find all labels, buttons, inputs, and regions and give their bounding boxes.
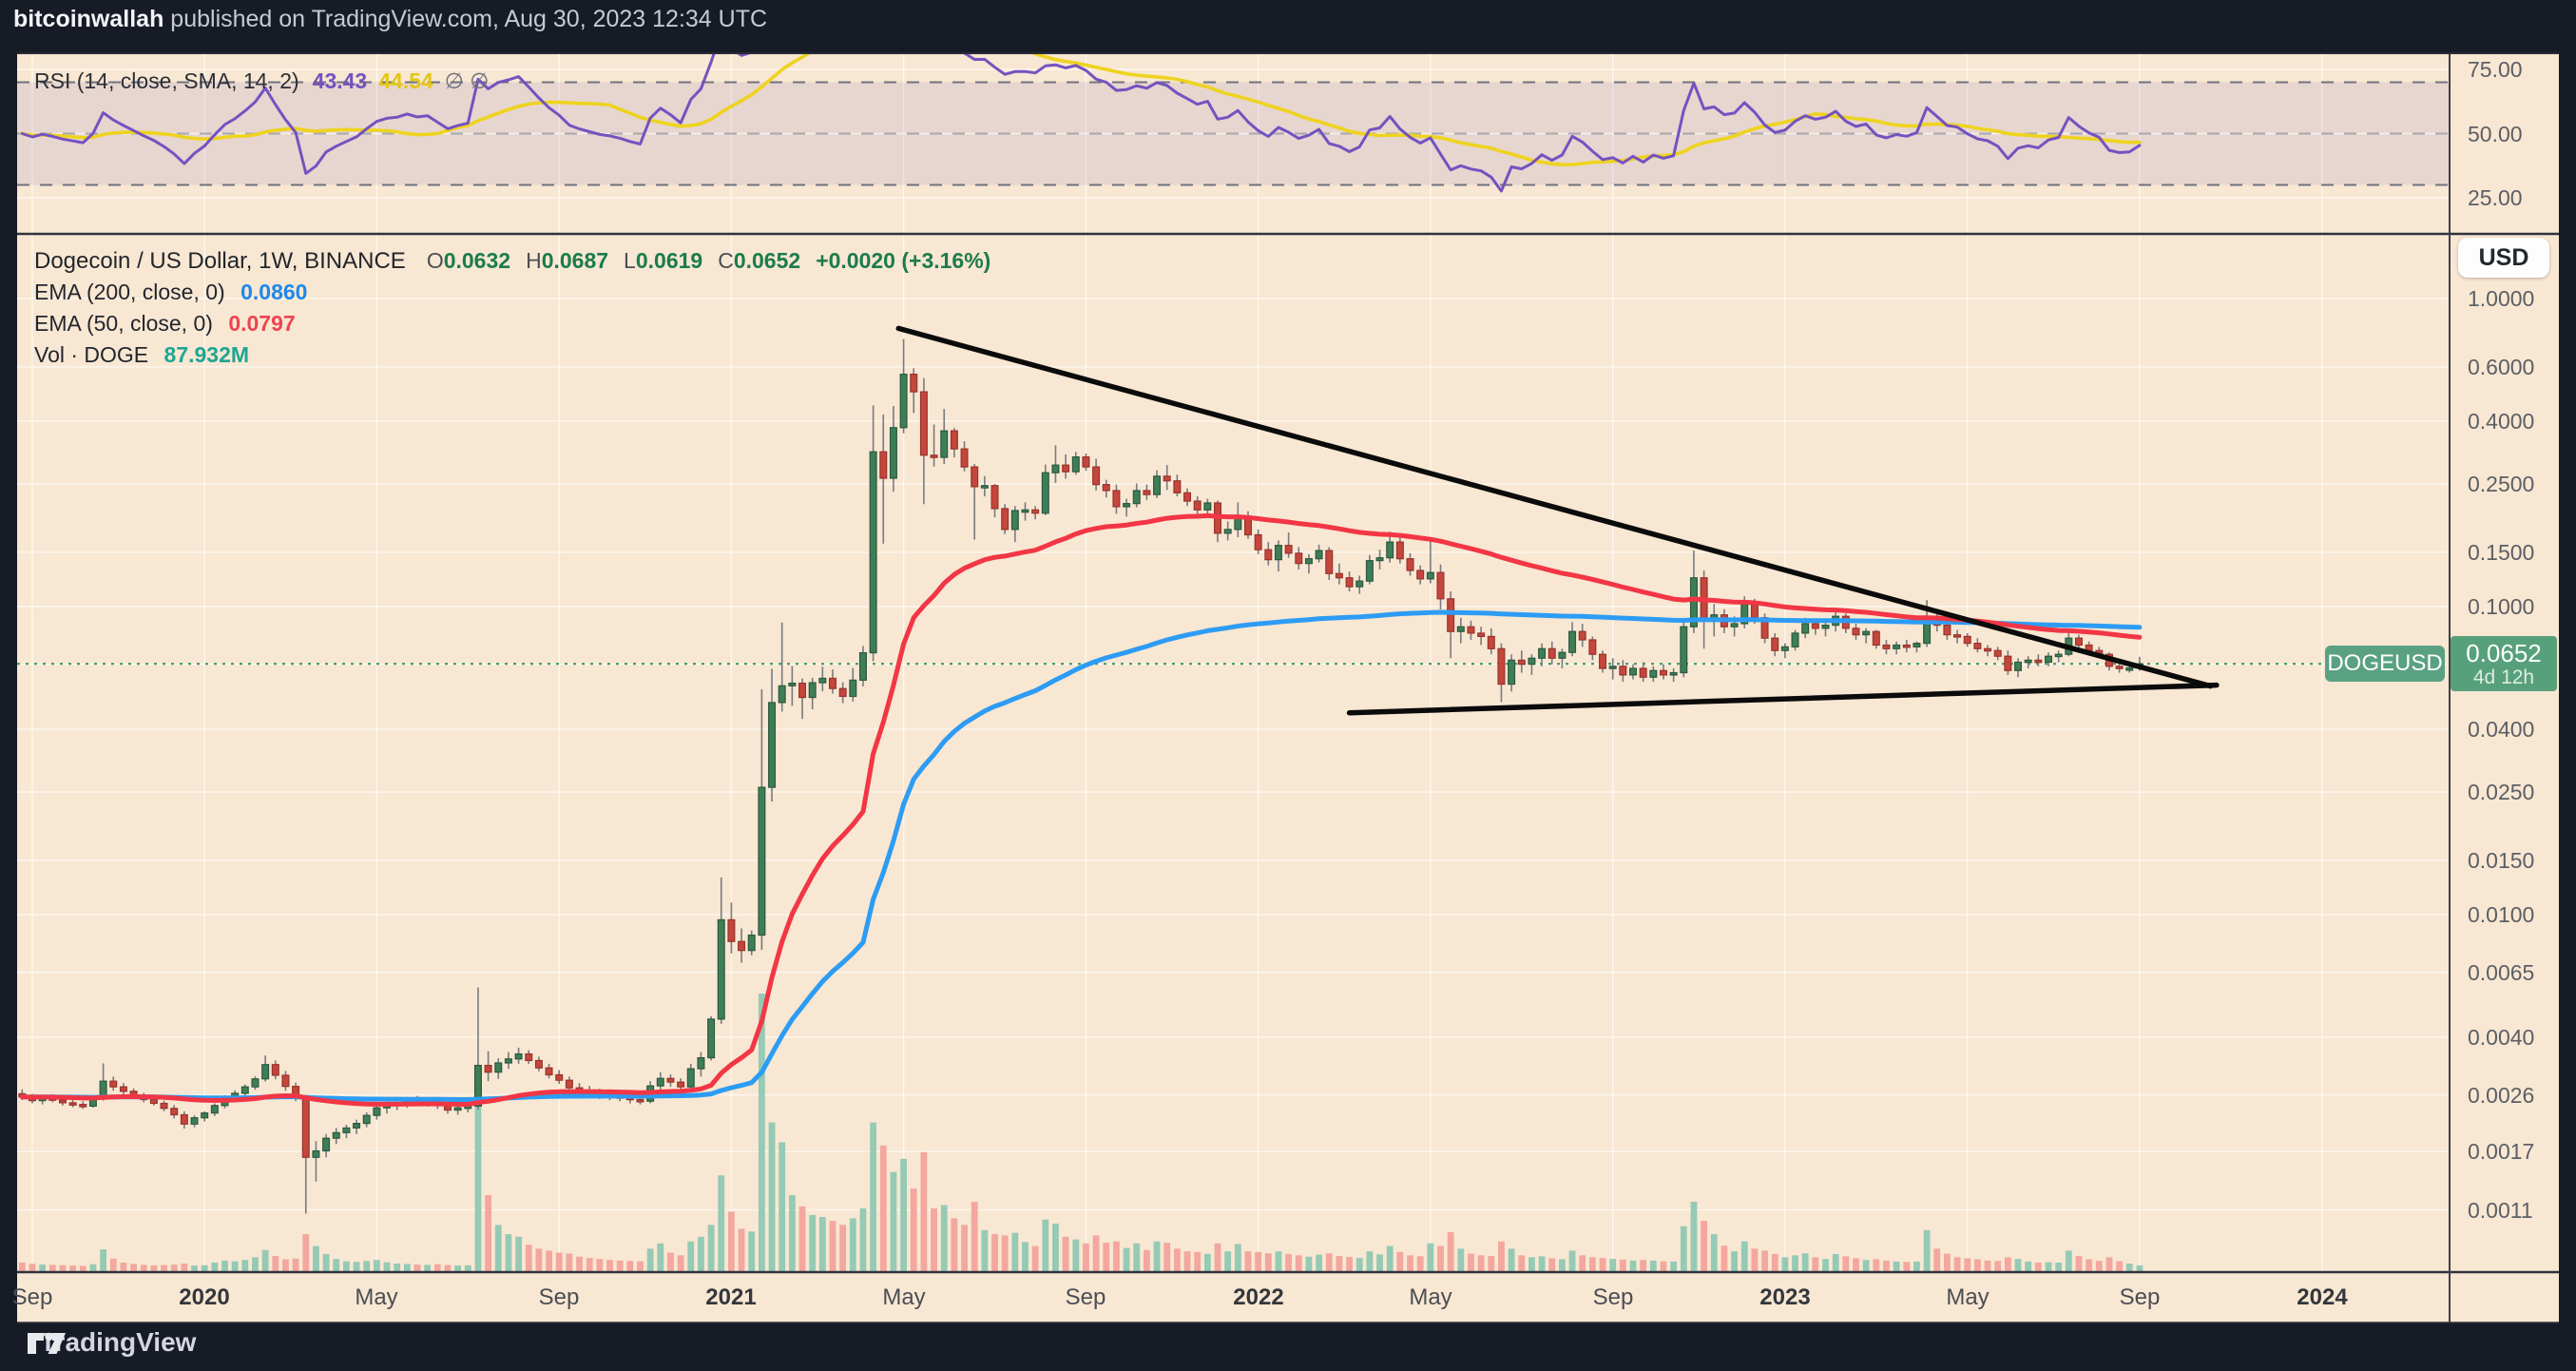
price-scale-tick: 0.0065 [2468,960,2535,985]
price-scale-tick: 0.0011 [2468,1198,2533,1223]
price-scale-tick: 0.0150 [2468,848,2535,873]
price-scale-tick: 0.0400 [2468,717,2535,742]
price-scale-tick: 0.1000 [2468,594,2535,619]
time-axis-tick: 2021 [705,1284,757,1310]
time-axis-tick: 2022 [1233,1284,1284,1310]
time-axis-tick: 2023 [1759,1284,1811,1310]
ohlc-close: C0.0652 [718,248,801,273]
time-axis-tick: May [1946,1284,1990,1310]
price-scale-tick: 0.0250 [2468,780,2535,804]
ema200-label: EMA (200, close, 0) [34,280,225,304]
symbol-title: Dogecoin / US Dollar, 1W, BINANCE [34,248,406,274]
rsi-hidden-values: ∅ ∅ [444,68,490,93]
current-price: 0.0652 [2466,639,2542,667]
tradingview-logo-icon [28,1332,66,1354]
ohlc-high: H0.0687 [526,248,609,273]
ema50-row[interactable]: EMA (50, close, 0) 0.0797 [34,308,990,339]
ema200-row[interactable]: EMA (200, close, 0) 0.0860 [34,277,990,308]
price-scale-tick: 0.1500 [2468,540,2535,565]
rsi-legend[interactable]: RSI (14, close, SMA, 14, 2) 43.43 44.54 ∅ ∅ [34,68,489,94]
price-scale-tick: 0.0040 [2468,1025,2535,1050]
bar-countdown: 4d 12h [2472,666,2535,688]
time-axis-tick: 2024 [2297,1284,2348,1310]
time-axis-tick: Sep [1065,1284,1106,1310]
change-value: +0.0020 (+3.16%) [816,248,991,273]
price-scale-tick: 0.0017 [2468,1139,2535,1164]
volume-label: Vol · DOGE [34,342,149,367]
time-axis-tick: May [355,1284,398,1310]
time-axis-tick: May [1409,1284,1452,1310]
volume-row[interactable]: Vol · DOGE 87.932M [34,339,990,371]
rsi-title: RSI (14, close, SMA, 14, 2) [34,68,299,93]
price-scale-tick: 0.4000 [2468,409,2535,434]
tradingview-brand-text: TradingView [40,1327,197,1357]
ohlc-open: O0.0632 [426,248,511,273]
ema200-value: 0.0860 [240,280,308,304]
time-axis-tick: 2020 [179,1284,230,1310]
publish-header: bitcoinwallah published on TradingView.c… [13,6,767,33]
ema50-label: EMA (50, close, 0) [34,311,213,336]
current-price-axis-label: 0.0652 4d 12h [2451,636,2557,691]
price-scale-tick: 0.6000 [2468,355,2535,379]
rsi-sma-value: 44.54 [378,68,433,93]
time-axis-tick: Sep [1592,1284,1634,1310]
rsi-scale-tick: 75.00 [2468,57,2523,82]
time-axis-tick: May [882,1284,926,1310]
publish-info: published on TradingView.com, Aug 30, 20… [163,6,768,32]
ohlc-low: L0.0619 [624,248,703,273]
symbol-legend: Dogecoin / US Dollar, 1W, BINANCE O0.0632… [34,245,990,371]
rsi-scale-tick: 50.00 [2468,122,2523,146]
time-axis-tick: Sep [11,1284,53,1310]
rsi-scale-tick: 25.00 [2468,185,2523,210]
price-scale-tick: 0.0026 [2468,1083,2535,1108]
time-axis-tick: Sep [2119,1284,2161,1310]
volume-value: 87.932M [163,342,250,367]
price-scale-tick: 0.0100 [2468,902,2535,927]
symbol-title-row[interactable]: Dogecoin / US Dollar, 1W, BINANCE O0.0632… [34,245,990,277]
ema50-value: 0.0797 [228,311,296,336]
price-scale-tick: 0.2500 [2468,472,2535,496]
author-name: bitcoinwallah [13,6,164,32]
symbol-price-line-badge: DOGEUSD [2325,646,2445,682]
time-axis-tick: Sep [538,1284,580,1310]
tradingview-footer[interactable]: TradingView [27,1327,196,1358]
price-scale-tick: 1.0000 [2468,286,2535,311]
currency-toggle-button[interactable]: USD [2458,238,2549,278]
rsi-value: 43.43 [312,68,368,93]
